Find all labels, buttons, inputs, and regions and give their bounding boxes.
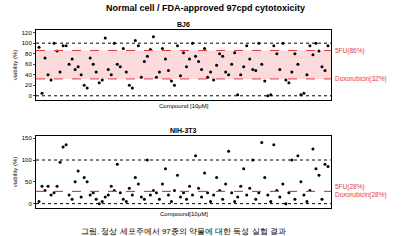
svg-text:50: 50	[25, 179, 32, 185]
svg-text:Doxorubicin(32%): Doxorubicin(32%)	[335, 75, 387, 83]
svg-text:20: 20	[25, 82, 32, 88]
svg-text:5FU(28%): 5FU(28%)	[335, 183, 365, 191]
svg-text:Compound[10μM]: Compound[10μM]	[160, 211, 208, 217]
svg-text:0: 0	[28, 93, 32, 99]
svg-text:150: 150	[22, 135, 33, 141]
svg-text:5FU(86%): 5FU(86%)	[335, 47, 365, 55]
svg-text:100: 100	[22, 157, 33, 163]
svg-text:100: 100	[22, 40, 33, 46]
svg-text:viability (%): viability (%)	[12, 157, 18, 188]
svg-text:Doxorubicin(28%): Doxorubicin(28%)	[335, 191, 387, 199]
svg-text:120: 120	[22, 30, 33, 36]
svg-text:0: 0	[28, 201, 32, 207]
svg-text:40: 40	[25, 72, 32, 78]
svg-text:BJ6: BJ6	[177, 21, 190, 28]
svg-text:그림. 정상 세포주에서 97종의 약물에 대한 독성 실험: 그림. 정상 세포주에서 97종의 약물에 대한 독성 실험 결과	[81, 227, 286, 236]
svg-text:60: 60	[25, 61, 32, 67]
svg-text:Compound [10μM]: Compound [10μM]	[159, 103, 209, 109]
svg-text:Normal cell / FDA-approved 97c: Normal cell / FDA-approved 97cpd cytotox…	[106, 3, 305, 13]
svg-text:viability (%): viability (%)	[12, 50, 18, 81]
svg-text:80: 80	[25, 51, 32, 57]
svg-text:NIH-3T3: NIH-3T3	[170, 127, 197, 134]
